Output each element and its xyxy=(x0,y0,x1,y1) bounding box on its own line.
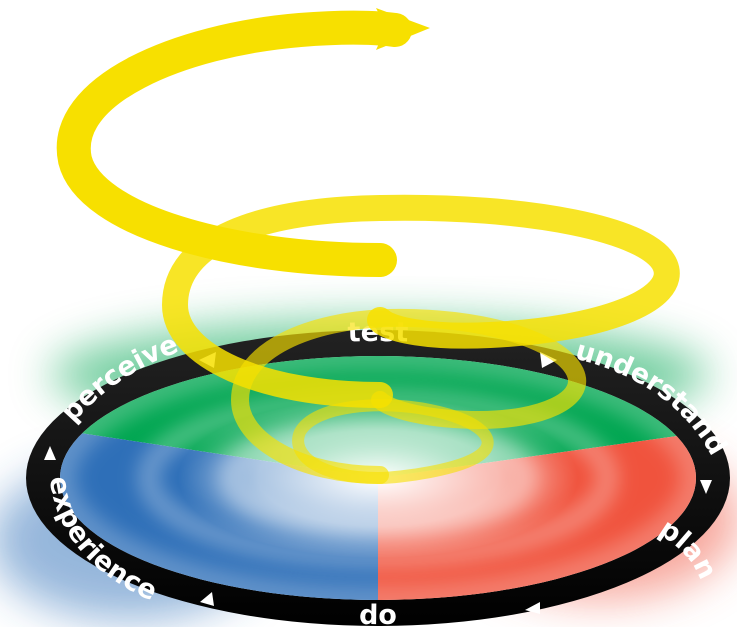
yellow-spiral xyxy=(56,8,680,484)
stage-label-do: do xyxy=(359,600,397,627)
ring-arrow-icon xyxy=(525,602,540,614)
ring-arrow-icon xyxy=(700,480,712,494)
spiral-loop-outer xyxy=(56,10,412,277)
ring-arrow-icon xyxy=(44,446,56,460)
spiral-loop-3 xyxy=(161,194,680,408)
ring-arrow-icon xyxy=(540,352,557,368)
spiral-arrowhead-icon xyxy=(376,8,430,50)
ring-arrow-icon xyxy=(200,592,214,606)
